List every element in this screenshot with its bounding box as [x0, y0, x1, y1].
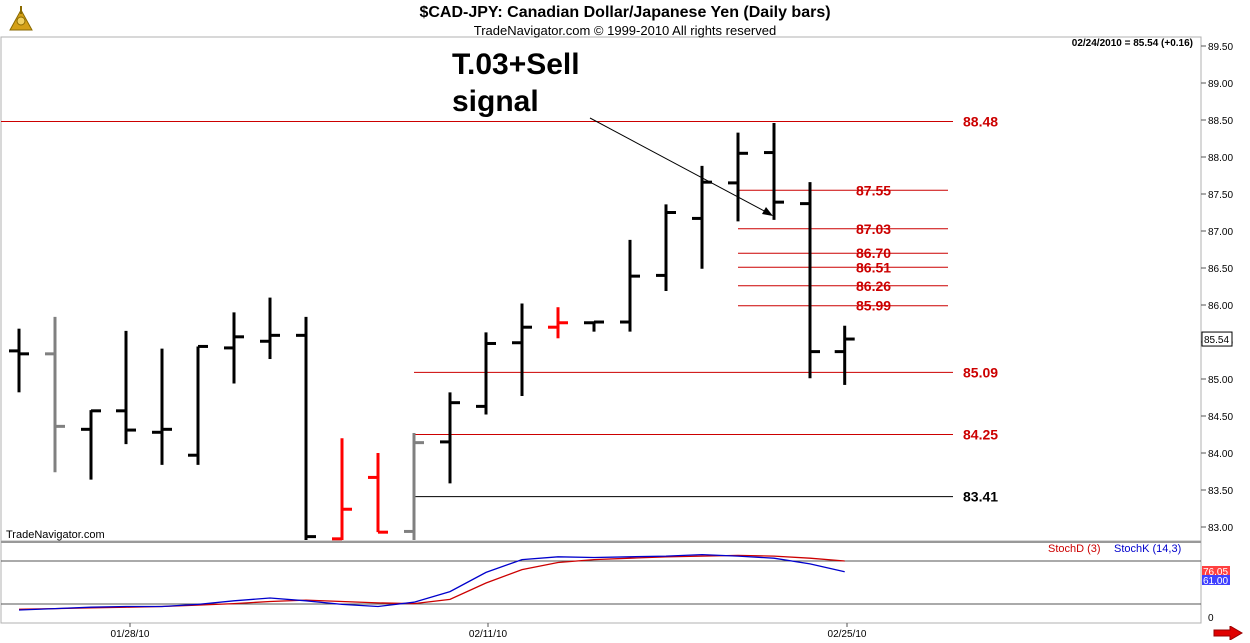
ohlc-bar [9, 328, 29, 393]
x-tick-label: 02/11/10 [469, 629, 508, 640]
ohlc-bar [800, 182, 820, 379]
level-label: 83.41 [963, 489, 998, 505]
level-label: 87.55 [856, 182, 891, 198]
stoch-zero-label: 0 [1208, 613, 1214, 624]
y-tick-label: 88.50 [1208, 116, 1233, 127]
ohlc-bar [728, 132, 748, 222]
ohlc-bar [620, 239, 640, 332]
legend-stoch-d: StochD (3) [1048, 543, 1101, 555]
legend-stoch-k: StochK (14,3) [1114, 543, 1182, 555]
y-tick-label: 84.50 [1208, 412, 1233, 423]
stoch-d-line [18, 554, 845, 610]
ohlc-bar [584, 320, 604, 332]
level-label: 86.26 [856, 278, 891, 294]
ohlc-bar [440, 392, 460, 484]
stoch-panel-frame [0, 540, 1202, 624]
ohlc-bar [548, 307, 568, 339]
ohlc-bar [296, 316, 316, 540]
ohlc-bar [764, 122, 784, 220]
stoch-value-label: 61.00 [1203, 576, 1228, 587]
annotation-line-2: signal [452, 85, 539, 118]
stoch-value-box [1202, 566, 1230, 576]
x-tick-label: 01/28/10 [111, 629, 150, 640]
x-tick-label: 02/25/10 [828, 629, 867, 640]
ohlc-bar [476, 332, 496, 415]
copyright-subtitle: TradeNavigator.com © 1999-2010 All right… [473, 23, 777, 38]
level-label: 86.51 [856, 259, 891, 275]
stoch-k-line [18, 553, 845, 611]
ohlc-bar [656, 204, 676, 291]
annotation-line-1: T.03+Sell [452, 48, 580, 81]
y-tick-label: 86.00 [1208, 301, 1233, 312]
y-tick-label: 89.00 [1208, 79, 1233, 90]
ohlc-bar [188, 344, 208, 465]
ohlc-bar [404, 433, 424, 540]
ohlc-bar [45, 316, 65, 473]
stoch-value-box [1202, 575, 1230, 585]
level-label: 87.03 [856, 221, 891, 237]
ohlc-bar [834, 325, 855, 385]
level-label: 85.99 [856, 298, 891, 314]
y-tick-label: 86.50 [1208, 264, 1233, 275]
brand-watermark: TradeNavigator.com [6, 529, 105, 541]
sell-signal-annotation: T.03+Sell signal [452, 46, 652, 120]
level-label: 84.25 [963, 427, 998, 443]
level-label: 86.70 [856, 245, 891, 261]
y-tick-label: 83.50 [1208, 486, 1233, 497]
signal-arrow-head [762, 207, 773, 216]
ohlc-bar [512, 303, 532, 397]
level-label: 85.09 [963, 364, 998, 380]
y-tick-label: 84.00 [1208, 449, 1233, 460]
page-title: $CAD-JPY: Canadian Dollar/Japanese Yen (… [419, 4, 831, 21]
last-price-label: 85.54 [1204, 335, 1229, 346]
signal-arrow-line [589, 117, 769, 214]
ohlc-bar [116, 330, 136, 445]
y-tick-label: 89.50 [1208, 42, 1233, 53]
ohlc-bar [260, 297, 280, 360]
stoch-value-label: 76.05 [1203, 567, 1228, 578]
ohlc-bar [332, 438, 352, 541]
y-tick-label: 85.00 [1208, 375, 1233, 386]
right-arrow-icon[interactable] [1213, 626, 1243, 640]
level-label: 88.48 [963, 113, 998, 129]
y-tick-label: 87.00 [1208, 227, 1233, 238]
ohlc-bar [81, 409, 101, 480]
sextant-logo-icon [9, 6, 33, 31]
last-price-box [1201, 331, 1233, 347]
y-tick-label: 83.00 [1208, 523, 1233, 534]
last-quote: 02/24/2010 = 85.54 (+0.16) [1071, 38, 1193, 49]
ohlc-bar [224, 312, 244, 384]
ohlc-bar [152, 348, 172, 465]
y-tick-label: 87.50 [1208, 190, 1233, 201]
y-tick-label: 88.00 [1208, 153, 1233, 164]
ohlc-bar [368, 453, 388, 534]
